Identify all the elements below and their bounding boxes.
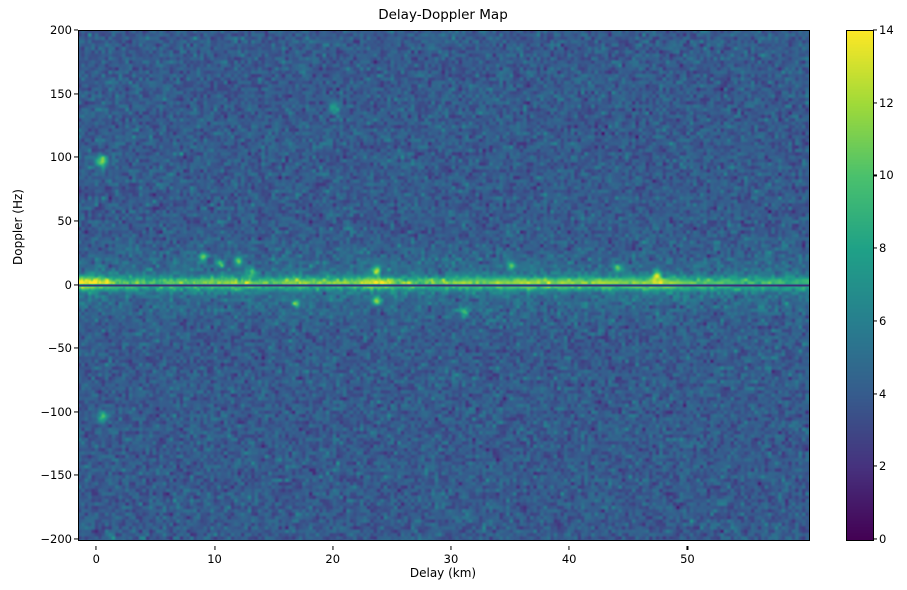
colorbar-tick-mark	[873, 320, 877, 322]
colorbar-tick-label: 8	[879, 241, 887, 256]
colorbar-tick-label: 10	[879, 168, 894, 183]
colorbar-tick-mark	[873, 465, 877, 467]
colorbar-tick-label: 12	[879, 95, 894, 110]
x-axis-tick-label: 40	[561, 552, 577, 566]
colorbar-tick-mark	[873, 174, 877, 176]
y-axis-tick-mark	[74, 474, 78, 476]
colorbar-tick-label: 0	[879, 532, 887, 546]
y-axis-label: Doppler (Hz)	[11, 189, 25, 265]
y-axis-tick-mark	[74, 538, 78, 540]
y-axis-tick-label: −200	[40, 532, 72, 546]
x-axis-tick-mark	[332, 546, 334, 550]
y-axis-tick-label: 100	[50, 150, 72, 165]
colorbar-tick-mark	[873, 393, 877, 395]
y-axis-tick-labels: −200 −150 −100 −50 0 50 100 150 200	[0, 0, 78, 590]
y-axis-tick-label: 150	[50, 86, 72, 101]
colorbar-tick-label: 6	[879, 313, 887, 328]
y-axis-tick-label: 200	[50, 23, 72, 37]
colorbar-tick-label: 14	[879, 23, 894, 37]
y-axis-tick-mark	[74, 93, 78, 95]
colorbar-tick-mark	[873, 247, 877, 249]
x-axis-tick-mark	[686, 546, 688, 550]
y-axis-tick-mark	[74, 347, 78, 349]
y-axis-tick-mark	[74, 411, 78, 413]
y-axis-tick-label: 50	[57, 213, 72, 228]
colorbar-tick-label: 4	[879, 386, 887, 401]
page-title: Delay-Doppler Map	[378, 7, 508, 23]
y-axis-tick-mark	[74, 283, 78, 286]
x-axis-tick-labels: 0 10 20 30 40 50	[0, 546, 907, 566]
colorbar[interactable]	[846, 30, 874, 541]
x-axis-tick-mark	[213, 546, 216, 550]
x-axis-tick-mark	[450, 546, 452, 550]
x-axis-tick-label: 30	[443, 552, 459, 566]
y-axis-tick-label: −150	[40, 468, 72, 483]
x-axis-label: Delay (km)	[409, 566, 477, 580]
y-axis-tick-mark	[74, 156, 78, 158]
x-axis-tick-label: 10	[207, 552, 222, 566]
x-axis-tick-label: 20	[325, 552, 341, 566]
y-axis-tick-label: −100	[40, 404, 72, 419]
colorbar-gradient	[847, 31, 873, 540]
x-axis-tick-label: 50	[680, 552, 695, 566]
y-axis-tick-mark	[74, 29, 78, 31]
y-axis-tick-mark	[74, 220, 78, 222]
heatmap-image	[79, 31, 809, 540]
colorbar-tick-mark	[873, 102, 877, 104]
y-axis-tick-label: −50	[47, 341, 72, 356]
x-axis-tick-label: 0	[92, 552, 100, 566]
delay-doppler-heatmap[interactable]	[78, 30, 810, 541]
colorbar-tick-mark	[873, 538, 877, 540]
colorbar-tick-mark	[873, 29, 877, 31]
x-axis-tick-mark	[568, 546, 570, 550]
y-axis-tick-label: 0	[64, 277, 72, 292]
x-axis-tick-mark	[95, 546, 97, 550]
colorbar-tick-label: 2	[879, 459, 887, 474]
colorbar-tick-labels: 0 2 4 6 8 10 12 14	[846, 0, 907, 590]
